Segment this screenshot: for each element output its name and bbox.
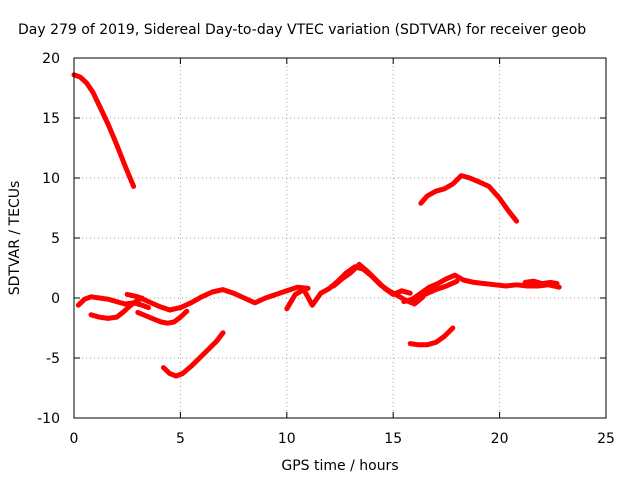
plot-area xyxy=(71,72,562,379)
series-trace-11 xyxy=(407,325,456,348)
y-tick-label: 15 xyxy=(42,111,60,127)
series-trace-5 xyxy=(124,284,311,313)
plot-frame xyxy=(73,57,607,419)
grid xyxy=(74,58,606,418)
series-trace-12 xyxy=(418,173,520,224)
series-trace-4 xyxy=(135,308,190,326)
y-tick-label: 20 xyxy=(42,51,60,67)
x-tick-label: 5 xyxy=(176,431,185,447)
x-tick-label: 25 xyxy=(597,431,615,447)
tick-labels: 0 5 10 15 20 25 -10 -5 0 5 10 15 20 xyxy=(37,51,615,447)
x-tick-label: 20 xyxy=(491,431,509,447)
y-axis-label: SDTVAR / TECUs xyxy=(7,181,23,296)
x-tick-label: 15 xyxy=(384,431,402,447)
x-axis-label: GPS time / hours xyxy=(281,458,398,474)
series-trace-1 xyxy=(71,72,137,189)
series-trace-13 xyxy=(522,278,560,287)
series-trace-3 xyxy=(88,295,145,321)
series-trace-6 xyxy=(160,330,226,379)
x-tick-label: 10 xyxy=(278,431,296,447)
y-tick-label: -5 xyxy=(46,351,60,367)
y-tick-label: 5 xyxy=(51,231,60,247)
series-trace-9 xyxy=(401,272,562,305)
x-tick-label: 0 xyxy=(70,431,79,447)
series-trace-10 xyxy=(412,278,460,301)
y-tick-label: 0 xyxy=(51,291,60,307)
y-tick-label: -10 xyxy=(37,411,60,427)
series-trace-2 xyxy=(75,294,151,311)
y-tick-label: 10 xyxy=(42,171,60,187)
chart-title: Day 279 of 2019, Sidereal Day-to-day VTE… xyxy=(18,22,586,38)
series-trace-8 xyxy=(331,261,413,297)
